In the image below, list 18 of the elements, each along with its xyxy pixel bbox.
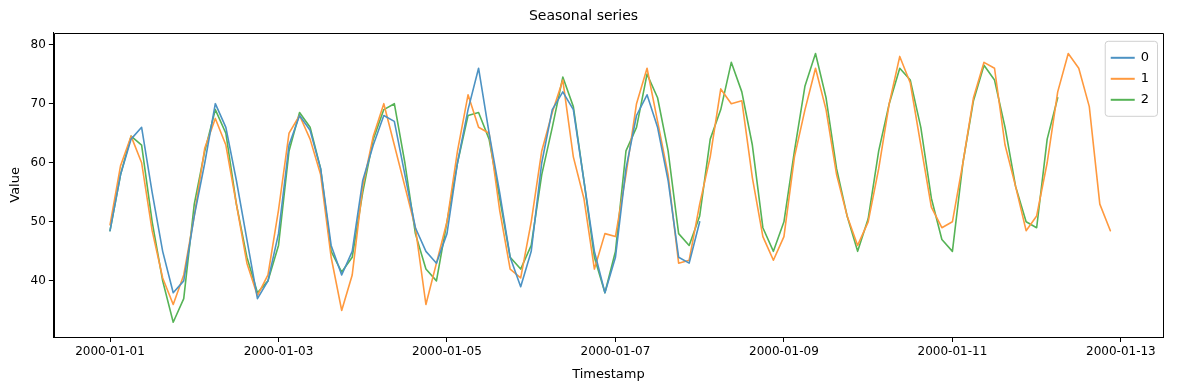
x-tick-label: 2000-01-01 — [75, 344, 145, 359]
chart-title: Seasonal series — [528, 7, 639, 24]
legend-label: 1 — [1140, 70, 1150, 86]
x-tick-label: 2000-01-07 — [580, 344, 651, 359]
y-tick-label: 50 — [30, 213, 46, 228]
y-tick-label: 40 — [30, 273, 46, 288]
legend-label: 2 — [1140, 91, 1150, 107]
y-axis-title: Value — [7, 167, 23, 203]
x-tick-label: 2000-01-11 — [917, 344, 988, 359]
y-tick-label: 80 — [30, 36, 46, 51]
legend-label: 0 — [1140, 49, 1150, 65]
x-tick-label: 2000-01-09 — [749, 344, 819, 359]
x-tick-label: 2000-01-13 — [1086, 344, 1156, 359]
x-axis-title: Timestamp — [571, 365, 645, 381]
y-tick-label: 60 — [30, 154, 46, 169]
x-tick-label: 2000-01-03 — [243, 344, 314, 359]
x-tick-label: 2000-01-05 — [412, 344, 482, 359]
y-tick-label: 70 — [30, 95, 46, 110]
